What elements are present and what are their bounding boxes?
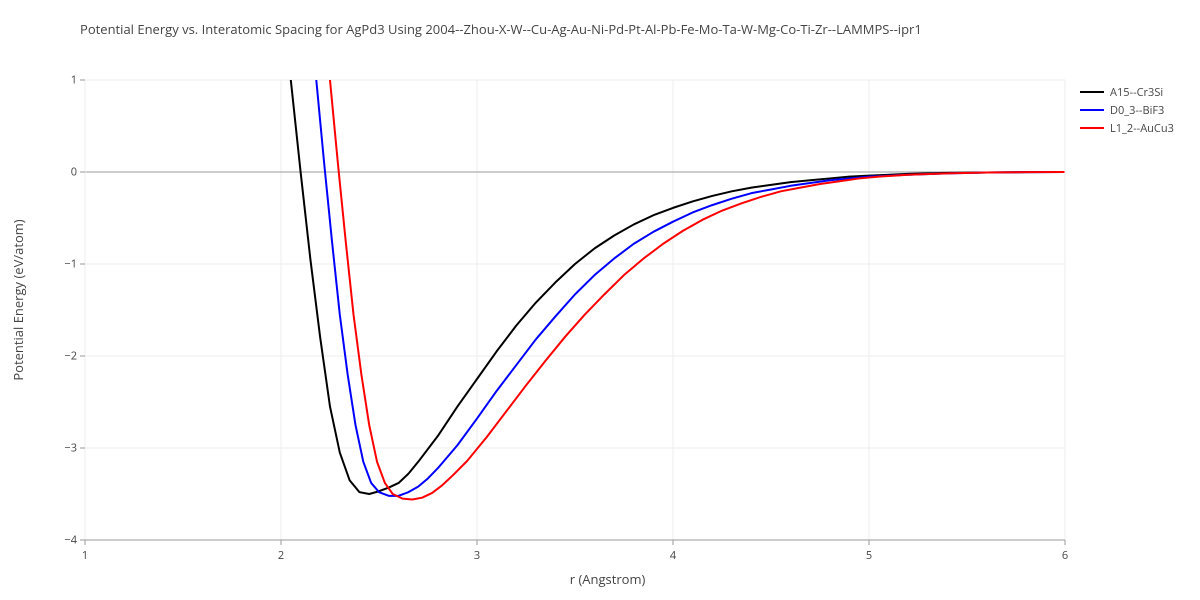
legend: A15--Cr3Si D0_3--BiF3 L1_2--AuCu3 [1080, 84, 1174, 138]
legend-item[interactable]: D0_3--BiF3 [1080, 102, 1174, 118]
legend-item[interactable]: A15--Cr3Si [1080, 84, 1174, 100]
y-tick-label: −3 [37, 441, 77, 456]
y-tick-label: −4 [37, 533, 77, 548]
x-tick-label: 5 [866, 548, 872, 563]
y-tick-label: −1 [37, 257, 77, 272]
legend-swatch [1080, 127, 1104, 129]
x-tick-label: 3 [474, 548, 480, 563]
legend-label: D0_3--BiF3 [1110, 103, 1164, 118]
x-tick-label: 2 [278, 548, 284, 563]
x-axis-label: r (Angstrom) [570, 570, 646, 588]
legend-label: A15--Cr3Si [1110, 85, 1163, 100]
y-tick-label: −2 [37, 349, 77, 364]
legend-label: L1_2--AuCu3 [1110, 121, 1174, 136]
chart-container: Potential Energy vs. Interatomic Spacing… [0, 0, 1200, 600]
chart-title: Potential Energy vs. Interatomic Spacing… [80, 20, 922, 38]
legend-swatch [1080, 109, 1104, 111]
y-tick-label: 0 [37, 165, 77, 180]
y-axis-label: Potential Energy (eV/atom) [9, 219, 27, 380]
legend-swatch [1080, 91, 1104, 93]
x-tick-label: 1 [82, 548, 88, 563]
legend-item[interactable]: L1_2--AuCu3 [1080, 120, 1174, 136]
x-tick-label: 6 [1062, 548, 1068, 563]
x-tick-label: 4 [670, 548, 676, 563]
y-tick-label: 1 [37, 73, 77, 88]
plot-area [85, 80, 1065, 540]
